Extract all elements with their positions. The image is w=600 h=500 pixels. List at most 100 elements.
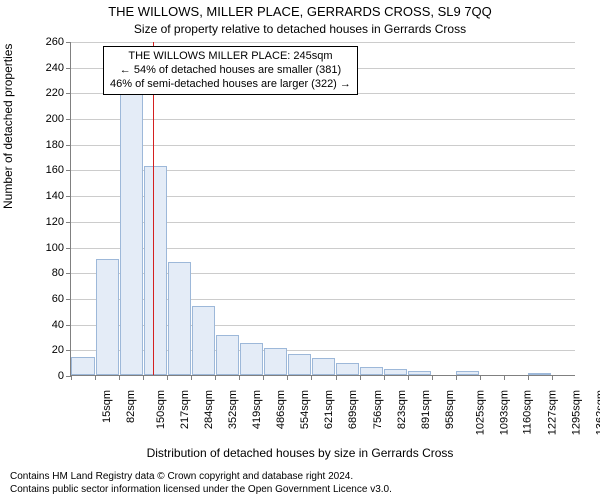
x-tick-mark [336,375,337,380]
chart-title: THE WILLOWS, MILLER PLACE, GERRARDS CROS… [0,4,600,19]
y-tick-label: 240 [8,62,64,74]
y-tick-mark [66,273,71,274]
x-tick-label: 150sqm [155,390,167,429]
x-tick-mark [287,375,288,380]
x-tick-label: 1025sqm [474,390,486,435]
y-tick-label: 0 [8,370,64,382]
y-tick-label: 20 [8,344,64,356]
x-tick-label: 823sqm [396,390,408,429]
x-tick-mark [143,375,144,380]
x-tick-label: 891sqm [420,390,432,429]
histogram-bar [360,367,383,375]
y-tick-label: 140 [8,190,64,202]
x-tick-mark [456,375,457,380]
histogram-bar [216,335,239,375]
x-tick-label: 554sqm [300,390,312,429]
annotation-line2: ← 54% of detached houses are smaller (38… [110,64,351,78]
x-tick-label: 689sqm [348,390,360,429]
gridline [71,42,575,43]
footnote-line1: Contains HM Land Registry data © Crown c… [10,470,392,483]
histogram-bar [384,369,407,375]
gridline [71,145,575,146]
x-tick-mark [263,375,264,380]
y-tick-mark [66,119,71,120]
x-tick-mark [71,375,72,380]
y-tick-label: 120 [8,216,64,228]
x-tick-label: 217sqm [179,390,191,429]
x-tick-mark [95,375,96,380]
y-tick-label: 200 [8,113,64,125]
x-tick-label: 486sqm [275,390,287,429]
y-tick-label: 260 [8,36,64,48]
histogram-bar [312,358,335,375]
chart-container: THE WILLOWS, MILLER PLACE, GERRARDS CROS… [0,0,600,500]
histogram-bar [336,363,359,375]
x-tick-label: 1295sqm [570,390,582,435]
x-tick-mark [119,375,120,380]
gridline [71,119,575,120]
y-tick-label: 100 [8,242,64,254]
x-tick-label: 1362sqm [594,390,600,435]
y-tick-label: 160 [8,164,64,176]
histogram-bar [264,348,287,375]
histogram-bar [120,92,143,375]
y-tick-mark [66,222,71,223]
y-tick-label: 220 [8,87,64,99]
histogram-bar [408,371,431,375]
x-tick-mark [504,375,505,380]
x-tick-label: 621sqm [324,390,336,429]
x-tick-mark [432,375,433,380]
histogram-bar [144,166,167,375]
histogram-bar [192,306,215,375]
y-tick-mark [66,93,71,94]
x-tick-mark [191,375,192,380]
annotation-line3: 46% of semi-detached houses are larger (… [110,78,351,92]
x-tick-label: 1227sqm [546,390,558,435]
x-axis-label: Distribution of detached houses by size … [0,446,600,460]
x-tick-mark [480,375,481,380]
x-tick-label: 82sqm [125,390,137,423]
histogram-bar [288,354,311,375]
footnote-line2: Contains public sector information licen… [10,483,392,496]
y-tick-mark [66,299,71,300]
x-tick-mark [552,375,553,380]
x-tick-mark [360,375,361,380]
plot-area: THE WILLOWS MILLER PLACE: 245sqm ← 54% o… [70,42,575,376]
x-tick-mark [215,375,216,380]
footnote: Contains HM Land Registry data © Crown c… [10,470,392,496]
x-tick-label: 352sqm [227,390,239,429]
histogram-bar [456,371,479,375]
x-tick-mark [528,375,529,380]
y-tick-label: 40 [8,319,64,331]
y-tick-mark [66,170,71,171]
y-tick-mark [66,325,71,326]
x-tick-mark [311,375,312,380]
x-tick-label: 958sqm [444,390,456,429]
y-tick-mark [66,248,71,249]
chart-subtitle: Size of property relative to detached ho… [0,22,600,36]
y-tick-label: 80 [8,267,64,279]
histogram-bar [528,373,551,375]
y-tick-label: 60 [8,293,64,305]
y-tick-mark [66,196,71,197]
annotation-line1: THE WILLOWS MILLER PLACE: 245sqm [110,50,351,64]
y-axis-label: Number of detached properties [1,44,15,209]
x-tick-label: 756sqm [372,390,384,429]
histogram-bar [71,357,94,375]
y-tick-label: 180 [8,139,64,151]
x-tick-label: 419sqm [251,390,263,429]
histogram-bar [168,262,191,375]
x-tick-label: 1093sqm [498,390,510,435]
histogram-bar [240,343,263,375]
x-tick-mark [408,375,409,380]
x-tick-mark [167,375,168,380]
x-tick-label: 15sqm [101,390,113,423]
x-tick-label: 284sqm [203,390,215,429]
y-tick-mark [66,42,71,43]
y-tick-mark [66,145,71,146]
y-tick-mark [66,68,71,69]
x-tick-label: 1160sqm [521,390,533,434]
x-tick-mark [384,375,385,380]
y-tick-mark [66,350,71,351]
annotation-box: THE WILLOWS MILLER PLACE: 245sqm ← 54% o… [103,46,358,95]
